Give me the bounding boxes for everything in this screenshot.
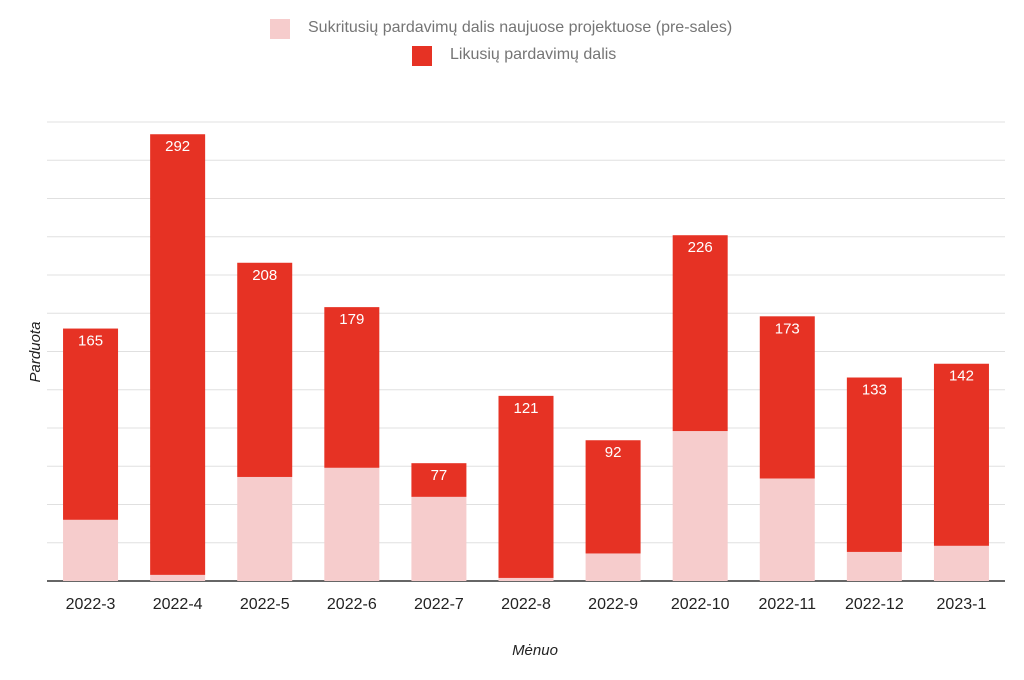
- total-value-label: 173: [775, 320, 800, 337]
- x-tick-label: 2022-9: [588, 596, 638, 613]
- total-value-label: 142: [949, 368, 974, 385]
- total-value-label: 77: [431, 467, 448, 484]
- bar-remaining: [846, 377, 902, 552]
- total-value-label: 292: [165, 138, 190, 155]
- value-labels: 165 292 208 179 77 121 92 226 173 133 142: [78, 138, 974, 484]
- legend-swatch-remaining: [412, 46, 432, 66]
- x-tick-label: 2022-5: [240, 596, 290, 613]
- bars: [63, 134, 989, 581]
- x-tick-label: 2022-11: [759, 596, 817, 613]
- total-value-label: 133: [862, 382, 887, 399]
- y-axis-title: Parduota: [27, 322, 44, 383]
- bar-presales: [324, 467, 380, 581]
- bar-presales: [498, 577, 554, 581]
- total-value-label: 179: [339, 311, 364, 328]
- bar-presales: [237, 476, 293, 581]
- bar-remaining: [585, 440, 641, 554]
- bar-remaining: [672, 235, 728, 432]
- legend-swatch-presales: [270, 19, 290, 39]
- x-tick-label: 2022-6: [327, 596, 377, 613]
- total-value-label: 226: [688, 239, 713, 256]
- x-tick-label: 2022-10: [671, 596, 730, 613]
- x-tick-label: 2022-8: [501, 596, 551, 613]
- bar-presales: [411, 496, 467, 581]
- bar-presales: [672, 431, 728, 581]
- x-tick-label: 2022-4: [153, 596, 203, 613]
- bar-remaining: [324, 307, 380, 468]
- bar-presales: [63, 519, 119, 581]
- bar-presales: [585, 553, 641, 581]
- legend-label-presales: Sukritusių pardavimų dalis naujuose proj…: [308, 19, 733, 36]
- bar-remaining: [63, 328, 119, 520]
- x-tick-label: 2022-12: [845, 596, 904, 613]
- bar-presales: [846, 551, 902, 581]
- legend-item-remaining: Likusių pardavimų dalis: [270, 44, 790, 68]
- bar-presales: [150, 574, 206, 581]
- bar-remaining: [411, 463, 467, 497]
- x-axis-title: Mėnuo: [512, 642, 558, 659]
- bar-remaining: [933, 363, 989, 546]
- x-tick-label: 2022-7: [414, 596, 464, 613]
- total-value-label: 121: [513, 400, 538, 417]
- legend-item-presales: Sukritusių pardavimų dalis naujuose proj…: [270, 17, 790, 41]
- total-value-label: 165: [78, 333, 103, 350]
- bar-remaining: [498, 395, 554, 578]
- x-tick-label: 2022-3: [66, 596, 116, 613]
- bar-presales: [933, 545, 989, 581]
- total-value-label: 92: [605, 444, 622, 461]
- bar-remaining: [759, 316, 815, 479]
- legend-label-remaining: Likusių pardavimų dalis: [450, 46, 617, 63]
- total-value-label: 208: [252, 267, 277, 284]
- bar-presales: [759, 478, 815, 581]
- x-tick-labels: 2022-3 2022-4 2022-5 2022-6 2022-7 2022-8 2022…: [66, 596, 987, 613]
- bar-remaining: [150, 134, 206, 575]
- bar-remaining: [237, 262, 293, 477]
- x-tick-label: 2023-1: [937, 596, 987, 613]
